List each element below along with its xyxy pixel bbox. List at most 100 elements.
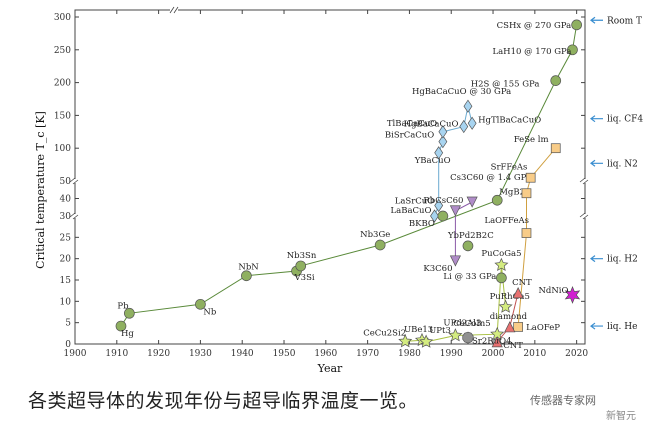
point-iron-based xyxy=(550,143,561,154)
point-iron-based xyxy=(525,172,536,183)
point-label: RbCsC60 xyxy=(423,196,463,206)
point-cuprates xyxy=(463,99,473,113)
point-label: Pb xyxy=(117,301,129,311)
axis-break-mark xyxy=(69,177,79,185)
y-tick-label: 10 xyxy=(60,297,72,307)
watermark: 传感器专家网 xyxy=(530,394,596,407)
point-conventional xyxy=(550,75,562,86)
watermark-sub: 新智元 xyxy=(606,411,636,422)
point-heavy-fermions xyxy=(419,334,434,348)
y-axis: 0 5 10 15 20 25 30 40 50 100 150 200 250 300 xyxy=(54,6,589,350)
point-label: LaSrCuO xyxy=(395,197,435,207)
point-label: CNT xyxy=(503,341,523,351)
x-axis: 1900 1910 1920 1930 1940 1950 1960 1970 1980 1990… xyxy=(64,10,588,359)
x-tick-label: 1980 xyxy=(398,349,421,359)
point-other xyxy=(437,210,449,222)
point-label: LaBaCuO xyxy=(391,206,432,216)
point-label: Cs3C60 @ 1.4 GPa xyxy=(450,173,531,183)
point-label: Nb xyxy=(203,307,216,317)
axis-break-mark xyxy=(579,212,589,220)
point-label: FeSe lm xyxy=(514,135,549,145)
reference-arrow xyxy=(590,255,603,263)
point-conventional xyxy=(567,44,578,56)
point-label: Li @ 33 GPa xyxy=(443,272,496,282)
point-carbon xyxy=(504,321,516,333)
axis-break-mark xyxy=(69,212,79,220)
y-tick-label: 40 xyxy=(60,195,72,205)
point-cuprates xyxy=(434,146,444,160)
point-label: UPd2Al3 xyxy=(443,318,481,328)
reference-arrow xyxy=(590,322,603,330)
point-nickelate xyxy=(564,285,581,304)
reference-label: Room T xyxy=(607,16,642,26)
point-label: K3C60 xyxy=(423,264,452,274)
point-iron-based xyxy=(513,322,523,332)
reference-label: liq. He xyxy=(607,322,637,332)
axis-break-gap xyxy=(581,179,589,183)
point-label: CNT xyxy=(512,278,532,288)
point-label: HgBaCaCuO @ 30 GPa xyxy=(412,87,511,97)
y-tick-label: 0 xyxy=(65,340,71,350)
y-axis-label: Critical temperature T_c [K] xyxy=(34,111,47,269)
point-cuprates xyxy=(430,209,439,223)
point-heavy-fermions xyxy=(494,257,509,272)
point-label: YbPd2B2C xyxy=(447,231,494,241)
y-tick-label: 200 xyxy=(54,79,71,89)
point-label: BKBO xyxy=(409,219,435,229)
y-tick-label: 25 xyxy=(60,233,72,243)
reference-arrow xyxy=(590,16,603,24)
x-break-gap xyxy=(170,6,178,14)
axis-break-gap xyxy=(581,214,589,218)
point-conventional xyxy=(195,298,206,310)
y-tick-label: 100 xyxy=(54,144,71,154)
point-label: LaH10 @ 170 GPa xyxy=(492,47,571,57)
point-fullerenes xyxy=(449,255,461,267)
point-other xyxy=(496,272,507,284)
point-label: UBe13 xyxy=(404,325,433,335)
point-label: UPt3 xyxy=(429,326,451,336)
y-tick-label: 20 xyxy=(60,255,72,265)
point-label: PuRhGa5 xyxy=(490,292,530,302)
point-iron-based xyxy=(521,188,532,199)
reference-label: liq. CF4 xyxy=(607,115,643,125)
point-label: TlBaCaCuO xyxy=(387,119,437,129)
x-tick-label: 2020 xyxy=(565,349,588,359)
point-ruthenate xyxy=(462,331,474,344)
point-label: V3Si xyxy=(294,273,315,283)
point-cuprates xyxy=(459,119,469,134)
caption: 各类超导体的发现年份与超导临界温度一览。 xyxy=(28,390,419,412)
x-tick-label: 1960 xyxy=(314,349,337,359)
x-tick-label: 1920 xyxy=(147,349,170,359)
point-label: H2S @ 155 GPa xyxy=(471,80,540,90)
point-conventional xyxy=(295,260,307,272)
point-label: HgBaCaCuO xyxy=(404,120,459,130)
x-tick-label: 1930 xyxy=(189,349,212,359)
point-carbon xyxy=(512,287,524,299)
y-tick-label: 250 xyxy=(54,46,71,56)
x-axis-label: Year xyxy=(317,362,343,375)
y-tick-label: 150 xyxy=(54,111,71,121)
y-tick-label: 30 xyxy=(60,212,72,222)
point-label: Nb3Ge xyxy=(360,230,390,240)
point-label: LaOFFeAs xyxy=(484,216,529,226)
point-label: LaOFeP xyxy=(526,323,560,333)
point-heavy-fermions xyxy=(498,299,513,313)
y-tick-label: 5 xyxy=(65,319,71,329)
tc-chart: 1900 1910 1920 1930 1940 1950 1960 1970 1980 1990… xyxy=(34,6,643,375)
x-tick-label: 2010 xyxy=(523,349,546,359)
plot-border xyxy=(74,9,586,345)
point-cuprates xyxy=(438,125,448,139)
x-tick-label: 1900 xyxy=(64,349,87,359)
point-conventional xyxy=(571,19,582,31)
y-tick-label: 50 xyxy=(60,177,72,187)
reference-label: liq. N2 xyxy=(607,159,638,169)
data-points: Hg Pb Nb NbN V3Si Nb3Sn Nb3Ge MgB2 H2S @ 155 GPa… xyxy=(115,19,582,351)
point-label: MgB2 xyxy=(499,187,525,197)
point-fullerenes xyxy=(449,205,461,217)
reference-markers: Room T liq. CF4 liq. N2 liq. H2 liq. He xyxy=(590,16,643,332)
point-label: NbN xyxy=(238,263,259,273)
point-label: HgTlBaCaCuO xyxy=(478,115,541,125)
plot-frame xyxy=(74,9,586,345)
point-label: CeCu2Si2 xyxy=(363,328,406,338)
x-break-mark xyxy=(169,6,179,14)
